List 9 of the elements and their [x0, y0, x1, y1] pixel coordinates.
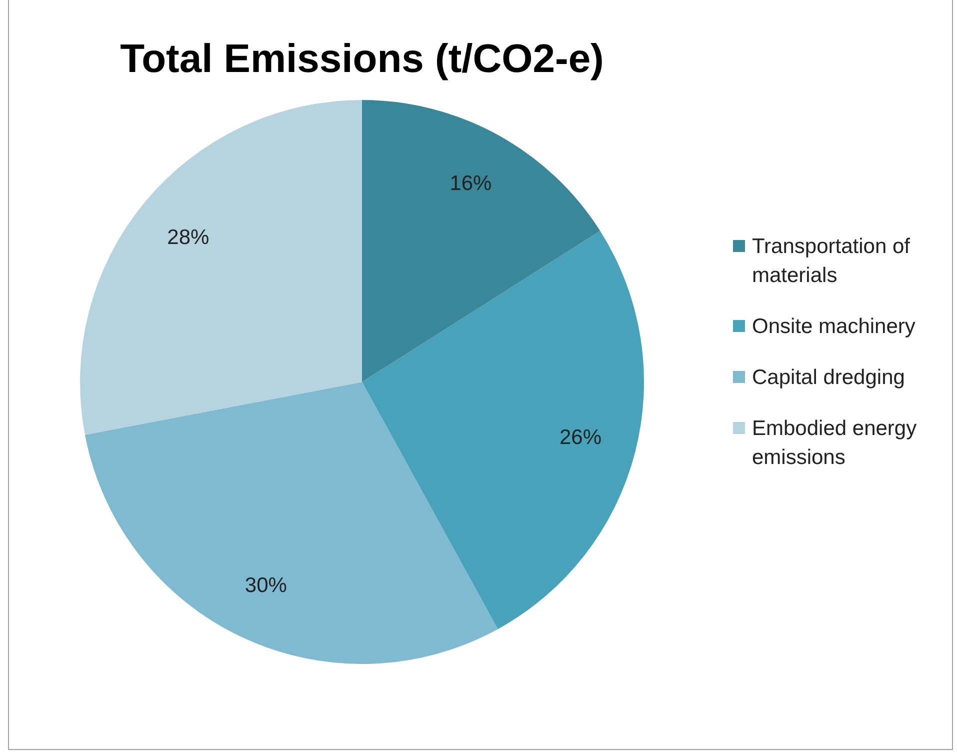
- chart-title: Total Emissions (t/CO2-e): [120, 37, 604, 82]
- data-label: 28%: [167, 226, 210, 249]
- legend-label: Transportation of materials: [752, 234, 911, 289]
- data-label: 16%: [450, 172, 492, 196]
- legend-label: Embodied energy emissions: [752, 416, 918, 471]
- data-label: 26%: [559, 426, 602, 449]
- data-label: 30%: [244, 574, 287, 597]
- legend-label: Onsite machinery: [752, 314, 916, 340]
- legend-label: Capital dredging: [752, 365, 905, 391]
